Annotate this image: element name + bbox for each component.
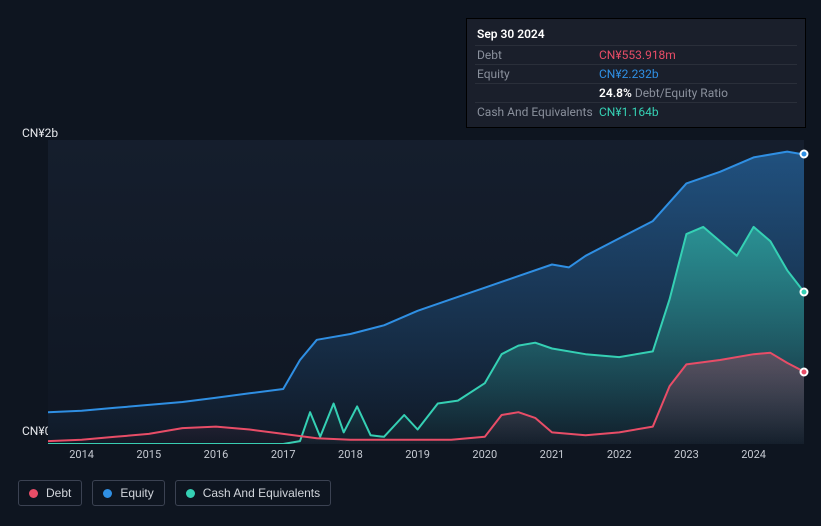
x-axis-tick: 2022 — [607, 448, 632, 461]
legend-item-equity[interactable]: Equity — [92, 480, 164, 506]
x-axis-tick: 2017 — [271, 448, 296, 461]
tooltip-row-label: Cash And Equivalents — [477, 105, 599, 119]
tooltip-row-label: Equity — [477, 67, 599, 81]
chart-legend: Debt Equity Cash And Equivalents — [18, 480, 331, 506]
x-axis-tick: 2019 — [405, 448, 430, 461]
tooltip-row-label: Debt — [477, 48, 599, 62]
legend-item-label: Equity — [120, 486, 153, 500]
x-axis: 2014 2015 2016 2017 2018 2019 2020 2021 2022 2023… — [48, 448, 804, 468]
tooltip-row-value: 24.8% Debt/Equity Ratio — [599, 86, 795, 100]
legend-dot-icon — [186, 489, 195, 498]
legend-dot-icon — [29, 489, 38, 498]
x-axis-tick: 2024 — [741, 448, 766, 461]
legend-item-debt[interactable]: Debt — [18, 480, 82, 506]
legend-item-cash[interactable]: Cash And Equivalents — [175, 480, 331, 506]
tooltip-date: Sep 30 2024 — [475, 25, 797, 45]
x-axis-tick: 2014 — [69, 448, 94, 461]
tooltip-row: 24.8% Debt/Equity Ratio — [475, 83, 797, 102]
end-marker-cash — [800, 288, 809, 297]
x-axis-tick: 2021 — [540, 448, 565, 461]
legend-item-label: Cash And Equivalents — [203, 486, 320, 500]
tooltip-row-value: CN¥1.164b — [599, 105, 795, 119]
x-axis-tick: 2023 — [674, 448, 699, 461]
x-axis-tick: 2016 — [204, 448, 229, 461]
tooltip-row: EquityCN¥2.232b — [475, 64, 797, 83]
chart-tooltip: Sep 30 2024 DebtCN¥553.918mEquityCN¥2.23… — [466, 18, 806, 128]
tooltip-row: DebtCN¥553.918m — [475, 45, 797, 64]
financials-area-chart: Sep 30 2024 DebtCN¥553.918mEquityCN¥2.23… — [0, 0, 821, 526]
plot-area — [48, 140, 804, 444]
area-chart-svg — [48, 140, 804, 444]
tooltip-row-label — [477, 86, 599, 100]
x-axis-tick: 2020 — [472, 448, 497, 461]
tooltip-row-value: CN¥2.232b — [599, 67, 795, 81]
legend-item-label: Debt — [46, 486, 71, 500]
end-marker-equity — [800, 150, 809, 159]
tooltip-row-value: CN¥553.918m — [599, 48, 795, 62]
tooltip-row: Cash And EquivalentsCN¥1.164b — [475, 102, 797, 121]
x-axis-tick: 2015 — [136, 448, 161, 461]
end-marker-debt — [800, 367, 809, 376]
x-axis-tick: 2018 — [338, 448, 363, 461]
legend-dot-icon — [103, 489, 112, 498]
y-axis-label: CN¥2b — [22, 126, 58, 140]
y-axis-label: CN¥0 — [22, 424, 51, 438]
